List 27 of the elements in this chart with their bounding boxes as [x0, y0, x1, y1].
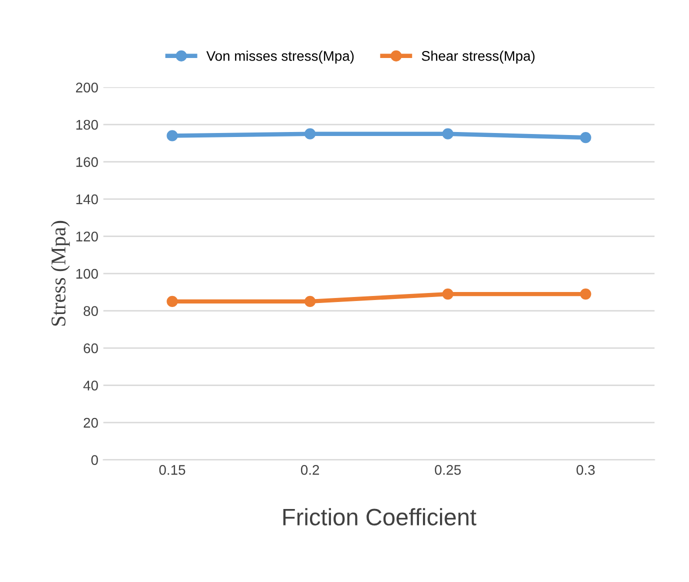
x-tick-label: 0.15: [159, 465, 186, 475]
point: [580, 132, 592, 144]
point: [304, 296, 316, 308]
x-tick-label: 0.25: [434, 465, 461, 475]
point: [304, 128, 316, 140]
x-tick-label: 0.2: [300, 465, 320, 475]
point: [442, 128, 454, 140]
y-tick-label: 60: [84, 343, 98, 354]
y-tick-label: 140: [76, 194, 98, 204]
point: [166, 296, 178, 308]
y-tick-label: 180: [76, 120, 98, 130]
legend-label: Shear stress(Mpa): [422, 50, 535, 64]
y-tick-label: 40: [83, 380, 98, 390]
legend-label: Von misses stress(Mpa): [206, 50, 354, 64]
y-tick-label: 0: [91, 455, 98, 465]
y-axis-title: Stress (Mpa): [50, 220, 70, 326]
y-tick-label: 20: [84, 418, 98, 428]
point: [442, 288, 454, 300]
x-tick-label: 0.3: [576, 465, 595, 475]
point: [580, 288, 592, 300]
x-axis-title: Friction Coefficient: [283, 508, 476, 526]
point: [166, 130, 178, 142]
y-tick-label: 80: [84, 306, 98, 316]
y-tick-label: 200: [76, 82, 98, 92]
y-tick-label: 120: [76, 232, 98, 242]
y-tick-label: 160: [76, 157, 98, 167]
y-tick-label: 100: [76, 268, 98, 279]
